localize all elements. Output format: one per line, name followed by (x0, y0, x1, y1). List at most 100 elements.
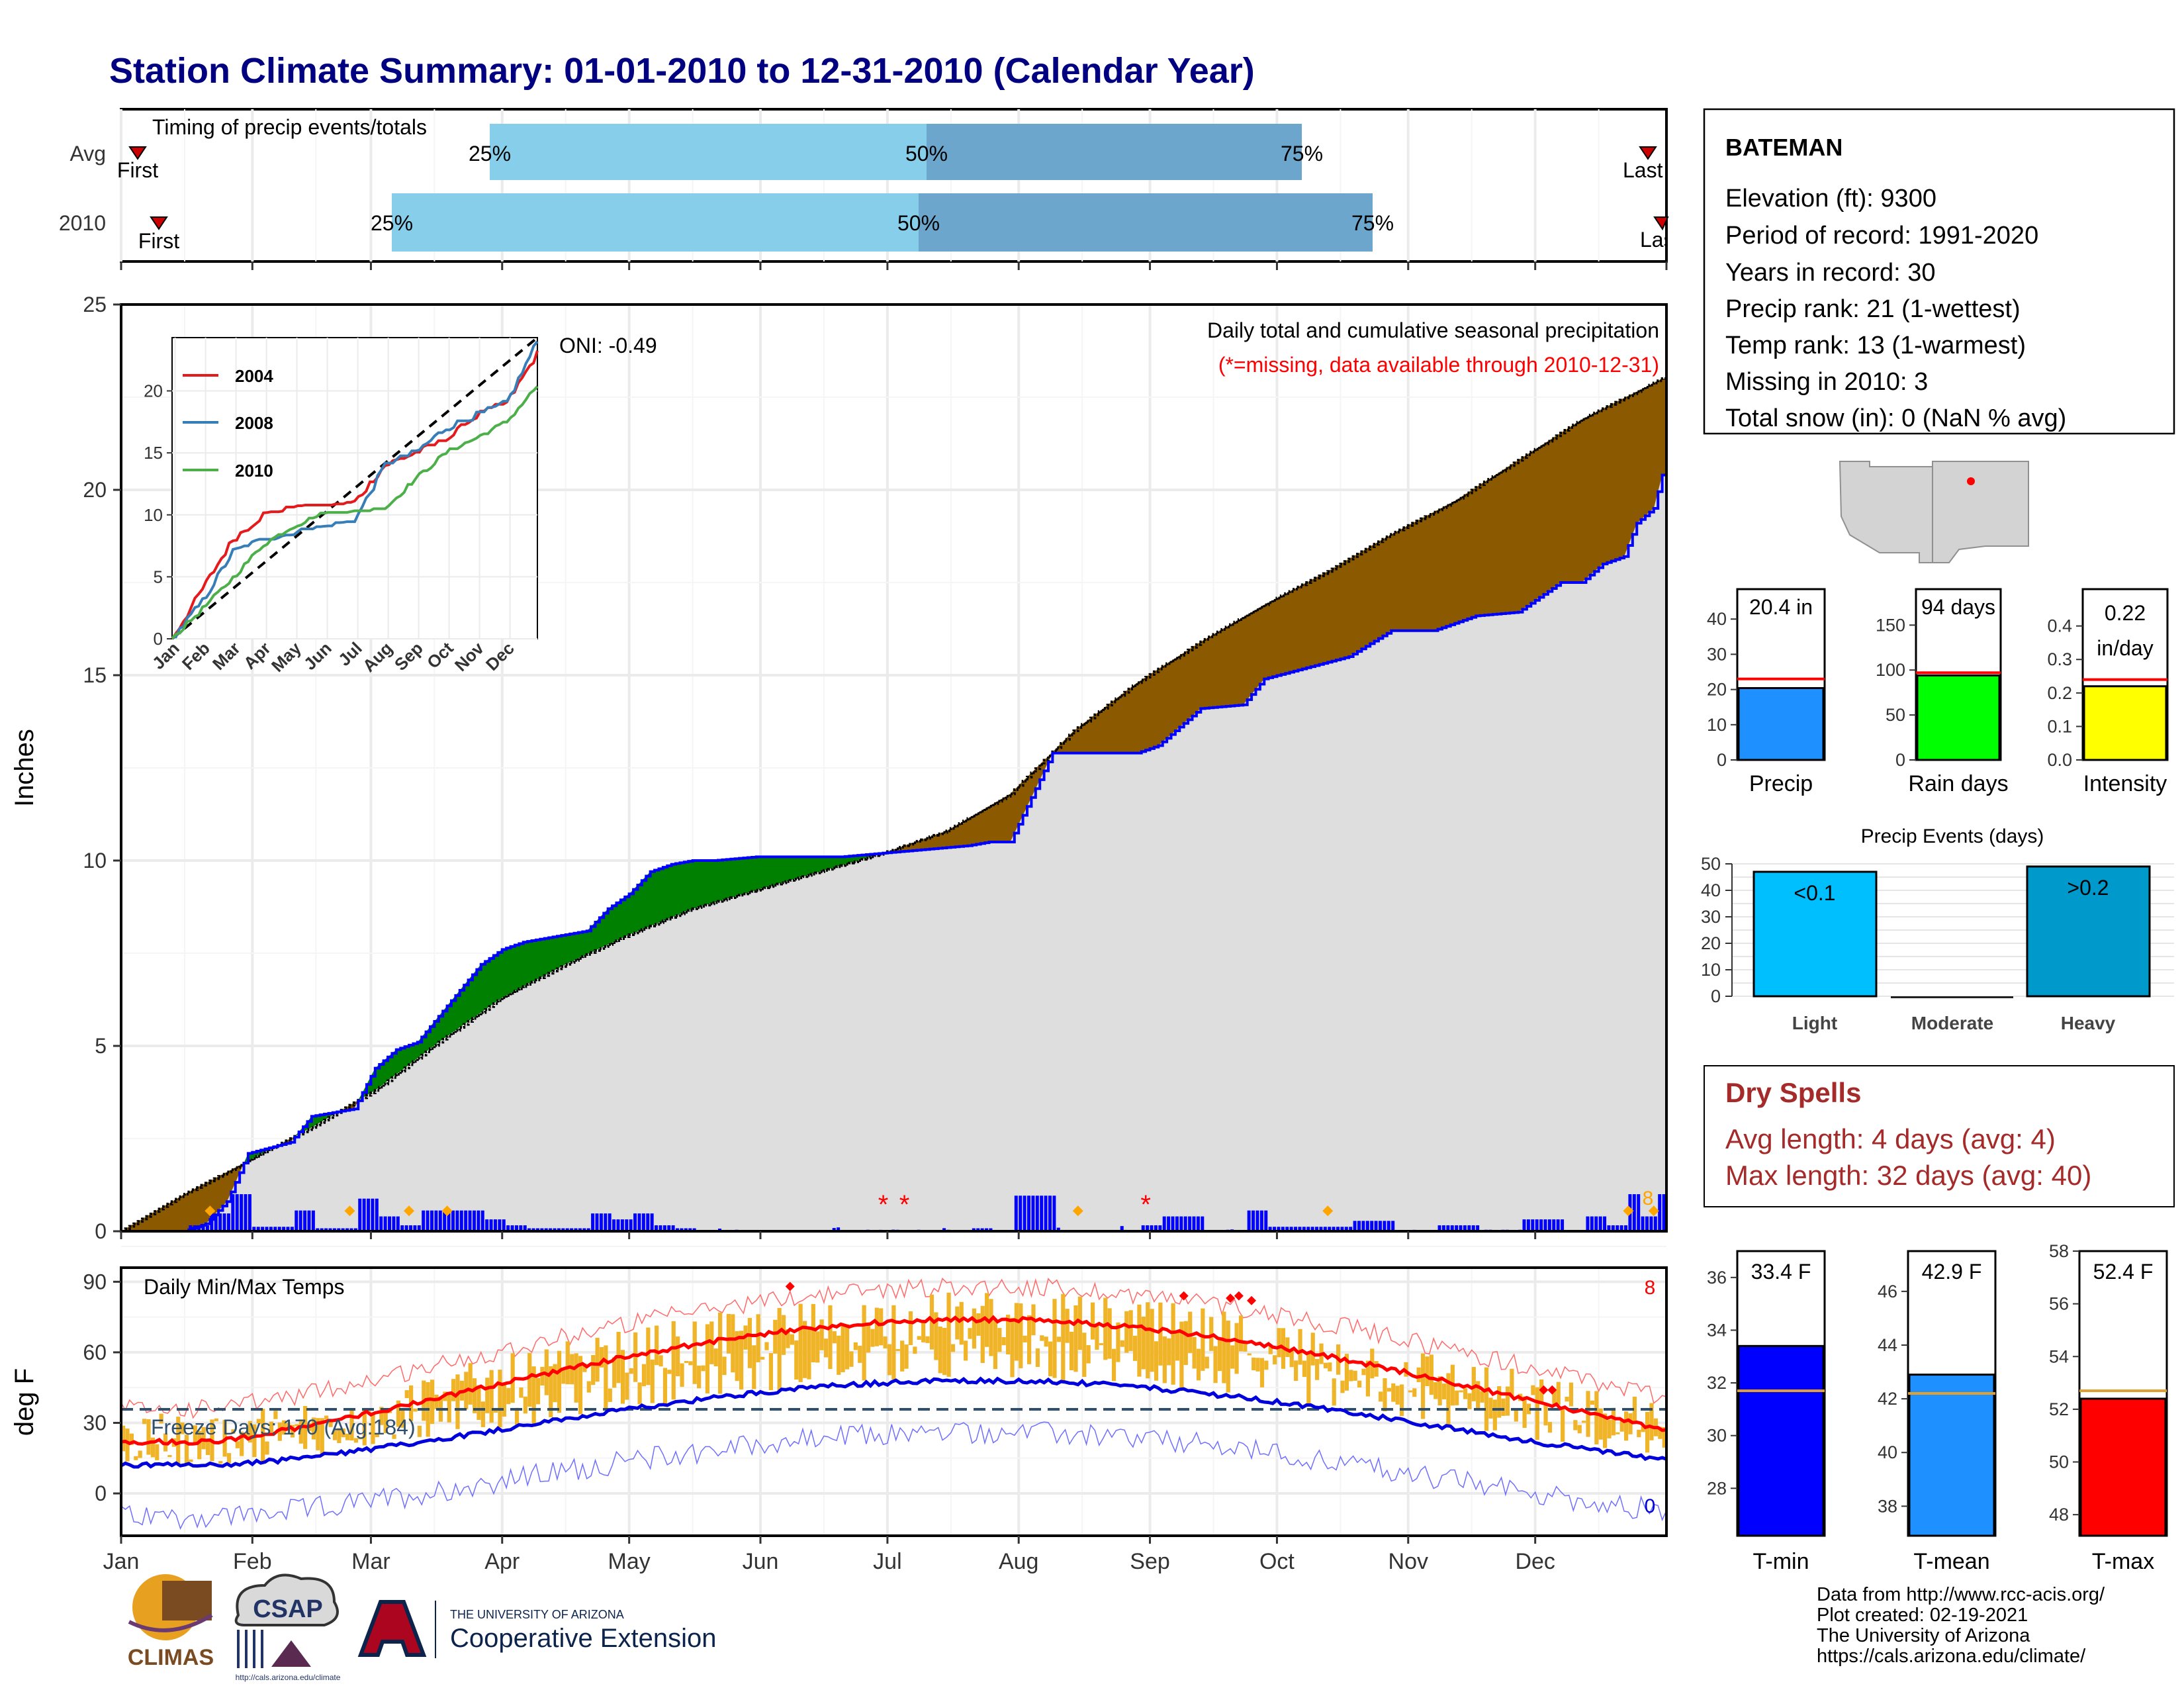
temp-y-axis: 0 30 60 90 (83, 1270, 121, 1505)
daily-temp-bar (514, 1407, 520, 1425)
daily-precip-bar (510, 1225, 514, 1231)
snow-marker (1648, 1205, 1659, 1217)
inset-grid (172, 338, 537, 639)
daily-precip-bar (316, 1228, 320, 1231)
daily-precip-bar (553, 1228, 557, 1231)
daily-precip-bar (383, 1216, 387, 1231)
daily-temp-bar (595, 1337, 600, 1382)
daily-temp-bar (189, 1459, 193, 1462)
avg-p50-label: 50% (905, 142, 948, 165)
daily-temp-bar (485, 1378, 490, 1413)
precip-stat-label: Precip (1749, 771, 1813, 796)
daily-temp-bar (1514, 1409, 1518, 1422)
daily-temp-bar (1141, 1316, 1146, 1370)
daily-precip-bar (980, 1228, 984, 1231)
daily-temp-bar (1124, 1311, 1129, 1353)
y2010-q25-q50-bar (392, 193, 919, 252)
stat-axis-label: 56 (2049, 1294, 2069, 1314)
temp-summary-bars: 33.4 F T-min 28 30 32 34 36 42.9 F T-mean 38… (1707, 1241, 2168, 1574)
csap-logo: CSAP http://cals.arizona.edu/climate (234, 1573, 341, 1682)
daily-precip-bar (608, 1213, 612, 1231)
daily-temp-bar (1226, 1320, 1230, 1393)
raindays-stat-bar (1916, 674, 2001, 761)
daily-precip-bar (201, 1225, 205, 1231)
daily-precip-bar (1476, 1225, 1480, 1231)
daily-precip-bar (1298, 1227, 1302, 1231)
daily-precip-bar (1048, 1196, 1052, 1231)
daily-temp-bar (866, 1325, 871, 1353)
daily-precip-bar (277, 1227, 281, 1231)
daily-precip-bar (324, 1228, 328, 1231)
daily-temp-bar (1488, 1397, 1493, 1419)
daily-precip-bar (502, 1219, 506, 1231)
daily-temp-bar (1035, 1348, 1040, 1368)
daily-temp-bar (277, 1423, 282, 1441)
daily-temp-bar (1582, 1421, 1586, 1423)
missing-star: * (1140, 1190, 1151, 1219)
arizona-new-mexico-shape (1839, 461, 2029, 563)
daily-temp-bar (1619, 1419, 1624, 1432)
month-label: Dec (1515, 1549, 1555, 1574)
y2010-p50-label: 50% (897, 211, 940, 235)
coop-ext-text: Cooperative Extension (450, 1624, 716, 1653)
daily-temp-bar (934, 1312, 938, 1360)
daily-precip-bar (1586, 1216, 1590, 1231)
daily-precip-bar (535, 1228, 539, 1231)
daily-temp-bar (591, 1354, 596, 1385)
daily-temp-bar (430, 1380, 435, 1425)
intensity-stat-axis: 0.0 0.1 0.2 0.3 0.4 (2047, 616, 2083, 770)
daily-temp-bar (1132, 1335, 1138, 1361)
daily-precip-bar (438, 1210, 442, 1231)
daily-temp-bar (1230, 1345, 1235, 1369)
daily-precip-bar (1522, 1219, 1526, 1231)
daily-temp-bar (1273, 1355, 1277, 1365)
daily-temp-bar (811, 1303, 815, 1363)
y2010-cumulative-line (121, 473, 1666, 1233)
daily-temp-bar (688, 1361, 693, 1366)
daily-precip-bar (1446, 1225, 1450, 1231)
snow-marker (404, 1205, 415, 1217)
daily-temp-bar (1526, 1403, 1531, 1415)
daily-precip-bar (205, 1225, 209, 1231)
stat-axis-label: 34 (1707, 1320, 1727, 1340)
dry-spells-title: Dry Spells (1725, 1077, 1861, 1108)
station-name: BATEMAN (1725, 134, 1843, 161)
daily-precip-bar (942, 1228, 946, 1231)
daily-temp-bar (358, 1437, 363, 1440)
daily-temp-bar (870, 1329, 875, 1347)
daily-precip-bar (662, 1225, 666, 1231)
daily-precip-bar (286, 1227, 290, 1231)
record-marker (1247, 1295, 1257, 1305)
daily-temp-bar (1594, 1391, 1599, 1444)
csap-logo-text: CSAP (253, 1595, 323, 1623)
stat-axis-label: 52 (2049, 1399, 2069, 1419)
temp-y-tick-label: 90 (83, 1270, 107, 1293)
daily-precip-bar (273, 1227, 277, 1231)
daily-temp-bar (676, 1336, 680, 1376)
daily-temp-bar (1111, 1348, 1116, 1382)
daily-temp-bar (731, 1314, 735, 1373)
daily-temp-bar (1086, 1345, 1091, 1364)
daily-temp-bar (655, 1325, 659, 1366)
daily-temp-bar (1150, 1309, 1154, 1372)
daily-temp-bar (1247, 1353, 1251, 1356)
daily-temp-bar (1399, 1384, 1404, 1417)
daily-precip-bars (189, 1194, 1666, 1231)
events-y-tick-label: 30 (1701, 907, 1721, 927)
daily-temp-bar (519, 1387, 523, 1398)
annual-precip-stats: 20.4 in Precip 0 10 20 30 40 94 days Rain da… (1707, 588, 2169, 796)
daily-temp-bar (1201, 1308, 1205, 1371)
daily-precip-bar (1319, 1227, 1323, 1231)
timing-label: Timing of precip events/totals (152, 115, 427, 139)
stat-axis-label: 40 (1878, 1442, 1897, 1462)
daily-temp-bar (1332, 1378, 1336, 1406)
daily-precip-bar (282, 1227, 286, 1231)
daily-temp-bar (701, 1365, 705, 1372)
record-marker (1547, 1385, 1557, 1395)
daily-temp-bar (1416, 1367, 1421, 1383)
daily-precip-bar (989, 1228, 993, 1231)
raindays-stat-label: Rain days (1908, 771, 2008, 796)
daily-precip-bar (1281, 1227, 1285, 1231)
daily-precip-bar (1594, 1216, 1598, 1231)
dry-spells-box: Dry Spells Avg length: 4 days (avg: 4) M… (1704, 1065, 2175, 1207)
